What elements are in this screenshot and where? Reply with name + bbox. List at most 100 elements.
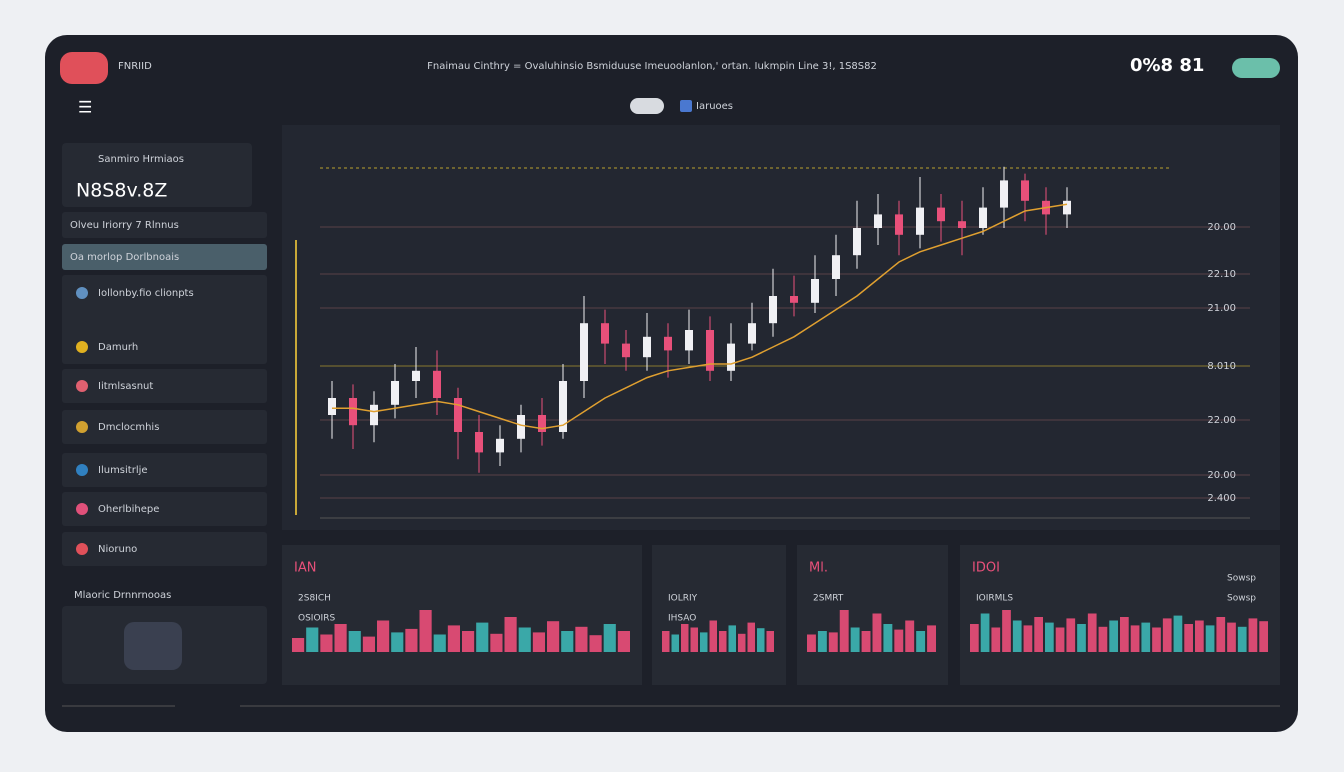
nav-item[interactable] [62,369,267,403]
volume-bar [850,627,860,652]
candle-body [622,343,630,358]
volume-bar [1045,622,1054,652]
thumbnail [124,622,182,670]
nav-item[interactable] [62,244,267,270]
candle-body [727,343,735,371]
pill[interactable] [630,98,664,114]
volume-bar [362,636,375,652]
nav-item[interactable] [62,492,267,526]
candle-body [1021,180,1029,201]
candle-body [790,296,798,303]
candle-body [601,323,609,344]
candle-body [433,370,441,398]
volume-bar [757,628,765,652]
nav-item[interactable] [62,212,267,238]
volume-bar [927,625,936,652]
volume-bar [719,631,727,652]
panel-label: IOLRIY [668,594,698,604]
toggle[interactable] [1232,58,1280,78]
nav-item[interactable] [62,330,267,364]
volume-bar [1109,620,1118,652]
volume-bar [905,620,915,652]
nav-item[interactable] [62,453,267,487]
volume-bar [817,631,827,652]
volume-bar [1205,625,1215,652]
volume-bar [476,622,489,652]
volume-bar [504,617,517,652]
volume-bar [292,638,305,652]
status: 0%8 81 [1130,55,1204,76]
candle-body [685,330,693,351]
candle-body [559,381,567,432]
candle-body [748,323,756,344]
nav-item[interactable] [62,532,267,566]
candle-body [454,398,462,432]
volume-bar [1141,622,1151,652]
volume-bar [1237,626,1247,652]
candle-body [475,432,483,453]
volume-bar [419,610,432,652]
y-tick-label: 21.00 [1207,303,1236,314]
panel-label: 2S8ICH [298,594,331,604]
candle-body [328,398,336,415]
nav-label: Nioruno [98,544,137,555]
nav-icon [76,464,88,476]
volume-bar [1023,625,1033,652]
volume-bar [391,632,404,652]
volume-bar [462,631,475,652]
volume-bar [1034,617,1043,652]
volume-bar [1259,621,1268,652]
nav-icon [76,287,88,299]
volume-bar [348,631,361,652]
panel [282,545,642,685]
panel-title: IAN [294,561,316,576]
candle-body [874,214,882,228]
candle-body [391,381,399,405]
nav-item[interactable] [62,410,267,444]
nav-label: Dmclocmhis [98,422,159,433]
candle-body [664,336,672,351]
panel-label: Sowsp [1227,594,1256,604]
y-tick-label: 22.00 [1207,415,1236,426]
y-tick-label: 8.010 [1207,361,1236,372]
panel-label: 2SMRT [813,594,844,604]
nav-item[interactable] [62,275,267,335]
tab[interactable]: Iaruoes [696,101,733,112]
volume-bar [1055,627,1065,652]
volume-bar [700,632,708,652]
volume-bar [547,621,560,652]
volume-bar [334,624,347,652]
candle-body [895,214,903,235]
volume-bar [1120,617,1129,652]
volume-bar [970,624,979,652]
y-tick-label: 2.400 [1207,493,1236,504]
volume-bar [766,631,774,652]
balance-card [62,143,252,207]
menu-icon[interactable]: ☰ [78,98,92,117]
panels: IAN 2S8ICH OSIOIRS IOLRIY IHSAO Ml. 2SMRT IDOI I… [282,545,1280,685]
volume-bar [518,627,531,652]
candle-body [517,415,525,439]
tab-icon [680,100,692,112]
volume-bar [532,632,545,652]
volume-bar [1184,624,1193,652]
volume-bar [991,627,1001,652]
card-value: N8S8v.8Z [76,180,167,202]
volume-bar [617,631,630,652]
candle-body [706,330,714,371]
volume-bar [433,634,446,652]
card-label: Sanmiro Hrmiaos [98,154,184,165]
volume-bar [320,634,333,652]
candle-body [349,398,357,426]
panel-title: IDOI [972,561,1000,576]
nav-label: Oherlbihepe [98,504,159,515]
nav-label: Iollonby.fio clionpts [98,288,194,299]
nav-icon [76,503,88,515]
candle-body [769,296,777,324]
nav-label: Iitmlsasnut [98,381,153,392]
volume-bar [447,625,460,652]
candle-body [580,323,588,381]
panel-label: IHSAO [668,614,696,624]
logo-badge[interactable] [60,52,108,84]
